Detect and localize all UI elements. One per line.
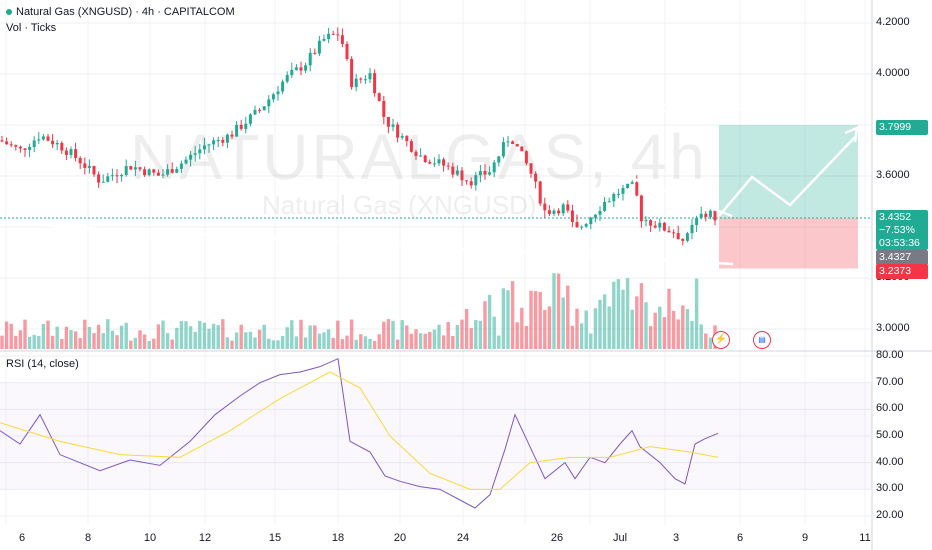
time-tick-label: 9 (801, 532, 809, 544)
time-tick-label: 6 (736, 532, 744, 544)
rsi-tick-label: 50.00 (876, 429, 904, 441)
time-tick-label: 15 (268, 532, 282, 544)
stop-loss-price-tag: 3.2373 (876, 264, 928, 279)
time-tick-label: Jul (612, 532, 628, 544)
volume-bars (0, 273, 717, 349)
time-tick-label: 6 (18, 532, 26, 544)
price-tick-label: 3.0000 (876, 322, 910, 334)
symbol-title: Natural Gas (XNGUSD) · 4h · CAPITALCOM (16, 6, 235, 18)
current-price-tag: 3.4352 −7.53% 03:53:36 (876, 210, 928, 250)
time-tick-label: 11 (859, 532, 871, 544)
projection-path (718, 126, 859, 217)
trend-lines (0, 132, 734, 266)
rsi-tick-label: 60.00 (876, 402, 904, 415)
time-tick-label: 8 (84, 532, 92, 544)
bar-countdown: 03:53:36 (879, 237, 920, 249)
price-gridlines (0, 0, 872, 525)
time-tick-label: 10 (143, 532, 157, 544)
price-change-pct: −7.53% (879, 224, 915, 236)
volume-legend[interactable]: Vol · Ticks (6, 22, 57, 34)
rsi-tick-label: 40.00 (876, 455, 904, 468)
rsi-tick-label: 80.00 (876, 349, 904, 361)
time-tick-label: 24 (456, 532, 470, 544)
time-tick-label: 3 (672, 532, 680, 544)
take-profit-annotation[interactable]: take profit at 3.8000 (645, 99, 786, 116)
price-tick-label: 3.6000 (876, 169, 910, 181)
us-flag-icon[interactable]: ▤ (753, 331, 771, 349)
time-tick-label: 20 (393, 532, 407, 544)
price-tick-label: 4.0000 (876, 67, 910, 79)
rsi-legend[interactable]: RSI (14, close) (6, 358, 79, 370)
time-tick-label: 26 (550, 532, 564, 544)
price-candles (0, 27, 717, 246)
price-tick-label: 4.2000 (876, 16, 910, 28)
symbol-header[interactable]: Natural Gas (XNGUSD) · 4h · CAPITALCOM (6, 6, 235, 18)
rsi-tick-label: 70.00 (876, 375, 904, 388)
current-price: 3.4352 (879, 211, 912, 223)
rsi-tick-label: 20.00 (876, 509, 904, 521)
rsi-tick-label: 30.00 (876, 482, 904, 495)
take-profit-price-tag: 3.7999 (876, 120, 928, 135)
time-tick-label: 12 (198, 532, 212, 544)
lightning-icon[interactable]: ⚡ (712, 331, 730, 349)
ask-price-tag: 3.4327 (876, 250, 928, 265)
rsi-pane (0, 355, 872, 517)
time-tick-label: 18 (331, 532, 345, 544)
market-status-icon (6, 9, 12, 16)
